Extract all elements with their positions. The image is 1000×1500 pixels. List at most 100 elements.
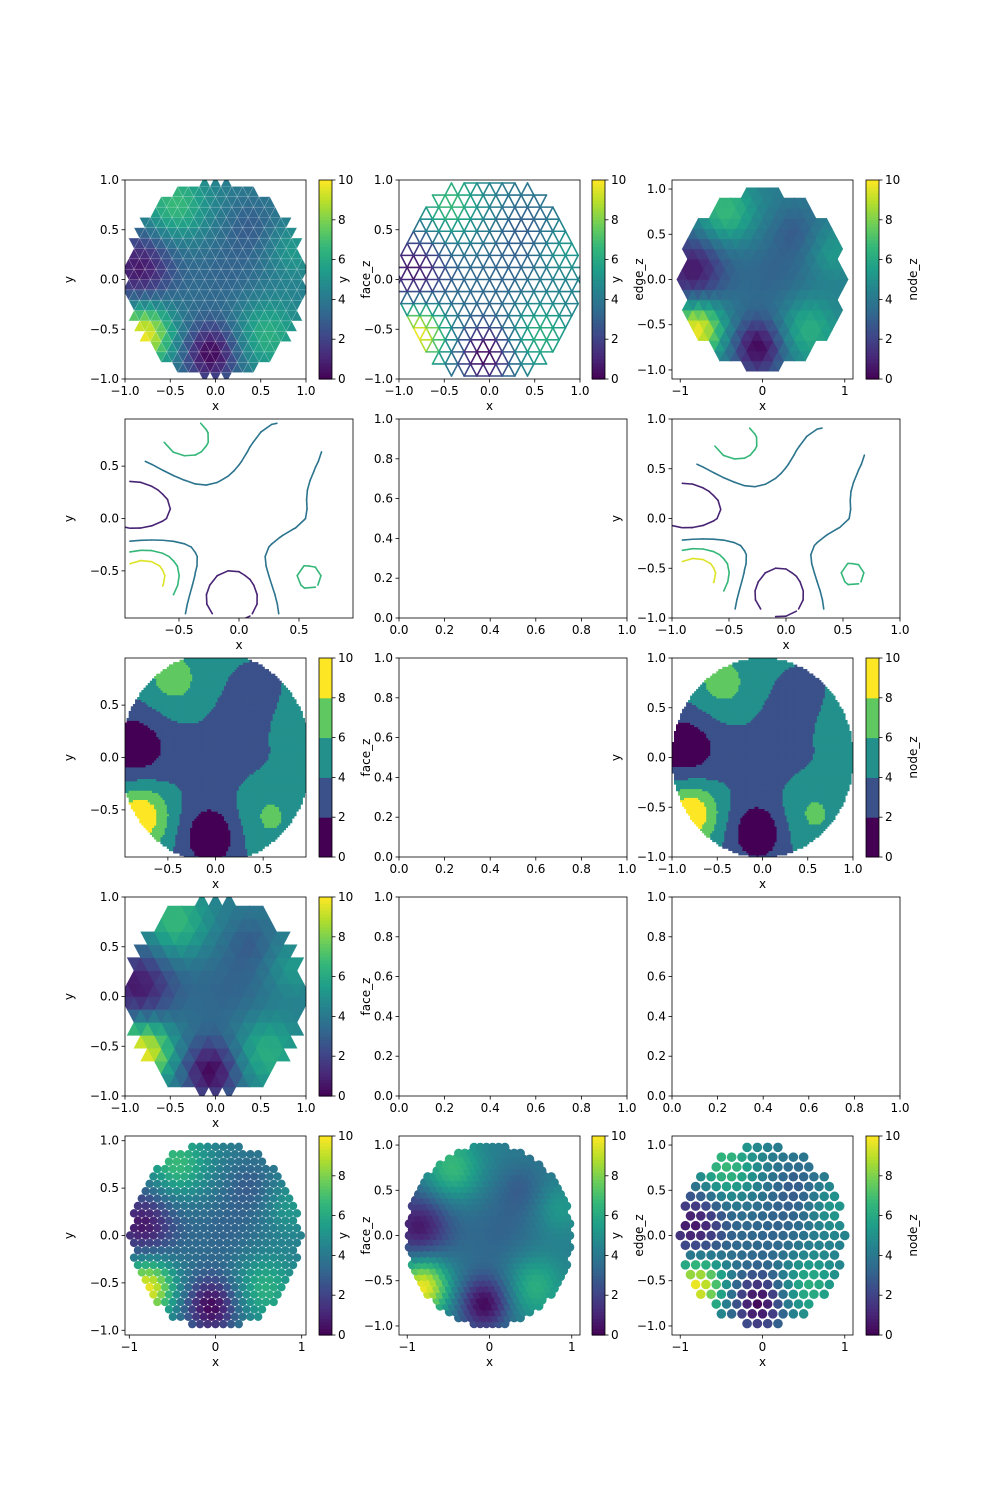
contour-fill-cell <box>141 822 145 826</box>
contour-fill-cell <box>304 780 306 784</box>
contour-fill-cell <box>207 824 210 828</box>
mesh-edge <box>457 339 465 353</box>
contour-fill-cell <box>158 822 162 826</box>
mesh-edge <box>450 339 459 353</box>
contour-line-segment <box>734 599 738 610</box>
contour-fill-cell <box>289 771 293 775</box>
contour-line-segment <box>199 422 208 431</box>
contour-fill-cell <box>190 813 193 817</box>
contour-fill-cell <box>149 764 153 768</box>
contour-fill-cell <box>181 794 185 798</box>
contour-fill-cell <box>168 778 172 782</box>
contour-fill-cell <box>259 843 263 847</box>
contour-fill-cell <box>264 818 267 821</box>
contour-fill-cell <box>272 818 276 821</box>
contour-fill-cell <box>177 764 181 768</box>
contour-fill-cell <box>202 834 206 838</box>
contour-fill-cell <box>164 808 168 812</box>
contour-fill-cell <box>270 783 274 787</box>
contour-fill-cell <box>162 804 166 807</box>
contour-fill-cell <box>236 818 240 821</box>
colorbar-step <box>319 296 332 300</box>
contour-fill-cell <box>276 829 280 833</box>
contour-fill-cell <box>247 787 250 791</box>
contour-fill-cell <box>291 771 295 775</box>
contour-fill-cell <box>162 769 166 773</box>
contour-fill-cell <box>279 778 282 782</box>
mesh-face <box>253 196 265 208</box>
colorbar-step <box>866 233 879 237</box>
contour-fill-cell <box>168 841 172 845</box>
contour-fill-cell <box>247 780 250 784</box>
colorbar-frame <box>865 179 880 380</box>
contour-fill-cell <box>221 813 225 817</box>
contour-fill-cell <box>200 797 204 800</box>
contour-fill-cell <box>209 841 212 845</box>
contour-fill-cell <box>196 804 200 807</box>
contour-fill-cell <box>289 766 293 770</box>
contour-line-segment <box>860 571 865 583</box>
contour-fill-cell <box>291 794 295 798</box>
contour-fill-cell <box>285 813 289 817</box>
contour-fill-cell <box>238 783 242 787</box>
mesh-face <box>226 330 238 342</box>
contour-fill-cell <box>166 843 170 847</box>
y-tick-label: 1.0 <box>100 173 119 187</box>
contour-fill-cell <box>251 827 255 831</box>
contour-fill-cell <box>207 785 210 789</box>
contour-fill-cell <box>230 785 234 789</box>
contour-fill-cell <box>179 822 183 826</box>
contour-fill-cell <box>276 783 280 787</box>
contour-fill-cell <box>207 783 210 787</box>
mesh-face <box>236 330 249 342</box>
contour-fill-cell <box>230 824 234 828</box>
contour-fill-cell <box>147 773 151 777</box>
contour-fill-cell <box>238 852 242 856</box>
contour-fill-cell <box>181 783 185 787</box>
contour-fill-cell <box>274 769 278 773</box>
contour-fill-cell <box>232 831 236 835</box>
contour-fill-cell <box>234 845 238 849</box>
contour-fill-cell <box>300 792 303 796</box>
mesh-edge <box>450 290 459 305</box>
y-tick-label: −0.5 <box>364 322 393 336</box>
colorbar-step <box>592 252 605 257</box>
contour-fill-cell <box>232 824 236 828</box>
contour-fill-cell <box>281 806 284 810</box>
mesh-face <box>204 248 216 260</box>
contour-fill-cell <box>226 790 229 794</box>
contour-line-segment <box>172 474 186 482</box>
contour-fill-cell <box>259 811 263 814</box>
contour-fill-cell <box>175 808 178 812</box>
mesh-edge <box>463 339 472 353</box>
contour-fill-cell <box>187 811 191 814</box>
mesh-edge <box>425 230 434 245</box>
contour-fill-cell <box>141 785 145 789</box>
contour-fill-cell <box>181 850 185 854</box>
contour-fill-cell <box>198 771 202 775</box>
contour-fill-cell <box>251 843 255 847</box>
contour-fill-cell <box>164 829 168 833</box>
contour-fill-cell <box>285 811 289 814</box>
contour-fill-cell <box>139 820 143 824</box>
contour-fill-cell <box>158 811 162 814</box>
contour-line-segment <box>184 479 197 485</box>
contour-fill-cell <box>192 836 195 840</box>
contour-fill-cell <box>211 776 214 780</box>
contour-fill-cell <box>143 808 147 812</box>
contour-fill-cell <box>274 815 278 819</box>
contour-fill-cell <box>211 836 214 840</box>
contour-fill-cell <box>243 783 246 787</box>
contour-fill-cell <box>211 822 214 826</box>
colorbar-step <box>319 252 332 257</box>
contour-fill-cell <box>192 780 195 784</box>
mesh-edge <box>476 314 484 329</box>
contour-fill-cell <box>232 850 236 854</box>
contour-fill-cell <box>274 783 278 787</box>
contour-fill-cell <box>223 790 227 794</box>
mesh-face <box>215 186 227 197</box>
contour-fill-cell <box>154 822 157 826</box>
mesh-edge <box>520 363 529 377</box>
contour-fill-cell <box>289 790 293 794</box>
contour-fill-cell <box>198 852 202 856</box>
